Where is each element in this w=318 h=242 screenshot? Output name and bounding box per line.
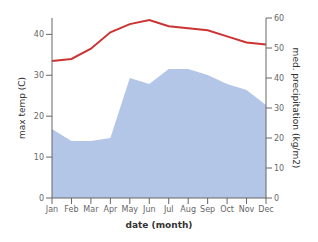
svg-text:Feb: Feb bbox=[64, 205, 78, 214]
svg-text:30: 30 bbox=[274, 104, 284, 113]
svg-text:20: 20 bbox=[274, 134, 284, 143]
svg-text:max temp (C): max temp (C) bbox=[17, 77, 27, 139]
svg-text:Jul: Jul bbox=[163, 205, 174, 214]
svg-text:date (month): date (month) bbox=[126, 220, 193, 230]
svg-text:0: 0 bbox=[274, 194, 279, 203]
svg-text:50: 50 bbox=[274, 44, 284, 53]
svg-text:30: 30 bbox=[34, 71, 44, 80]
svg-text:Nov: Nov bbox=[239, 205, 255, 214]
svg-text:May: May bbox=[122, 205, 139, 214]
svg-text:40: 40 bbox=[274, 74, 284, 83]
svg-text:Dec: Dec bbox=[258, 205, 273, 214]
svg-text:10: 10 bbox=[274, 164, 284, 173]
svg-text:Oct: Oct bbox=[220, 205, 234, 214]
svg-text:Jun: Jun bbox=[142, 205, 156, 214]
svg-text:60: 60 bbox=[274, 14, 284, 23]
svg-text:Sep: Sep bbox=[200, 205, 215, 214]
svg-text:med. precipitation (kg/m2): med. precipitation (kg/m2) bbox=[291, 48, 301, 169]
svg-text:0: 0 bbox=[39, 194, 44, 203]
svg-text:Mar: Mar bbox=[83, 205, 99, 214]
svg-text:Apr: Apr bbox=[103, 205, 118, 214]
svg-text:Aug: Aug bbox=[180, 205, 196, 214]
svg-text:Jan: Jan bbox=[45, 205, 58, 214]
svg-text:10: 10 bbox=[34, 153, 44, 162]
svg-text:20: 20 bbox=[34, 112, 44, 121]
svg-text:40: 40 bbox=[34, 30, 44, 39]
